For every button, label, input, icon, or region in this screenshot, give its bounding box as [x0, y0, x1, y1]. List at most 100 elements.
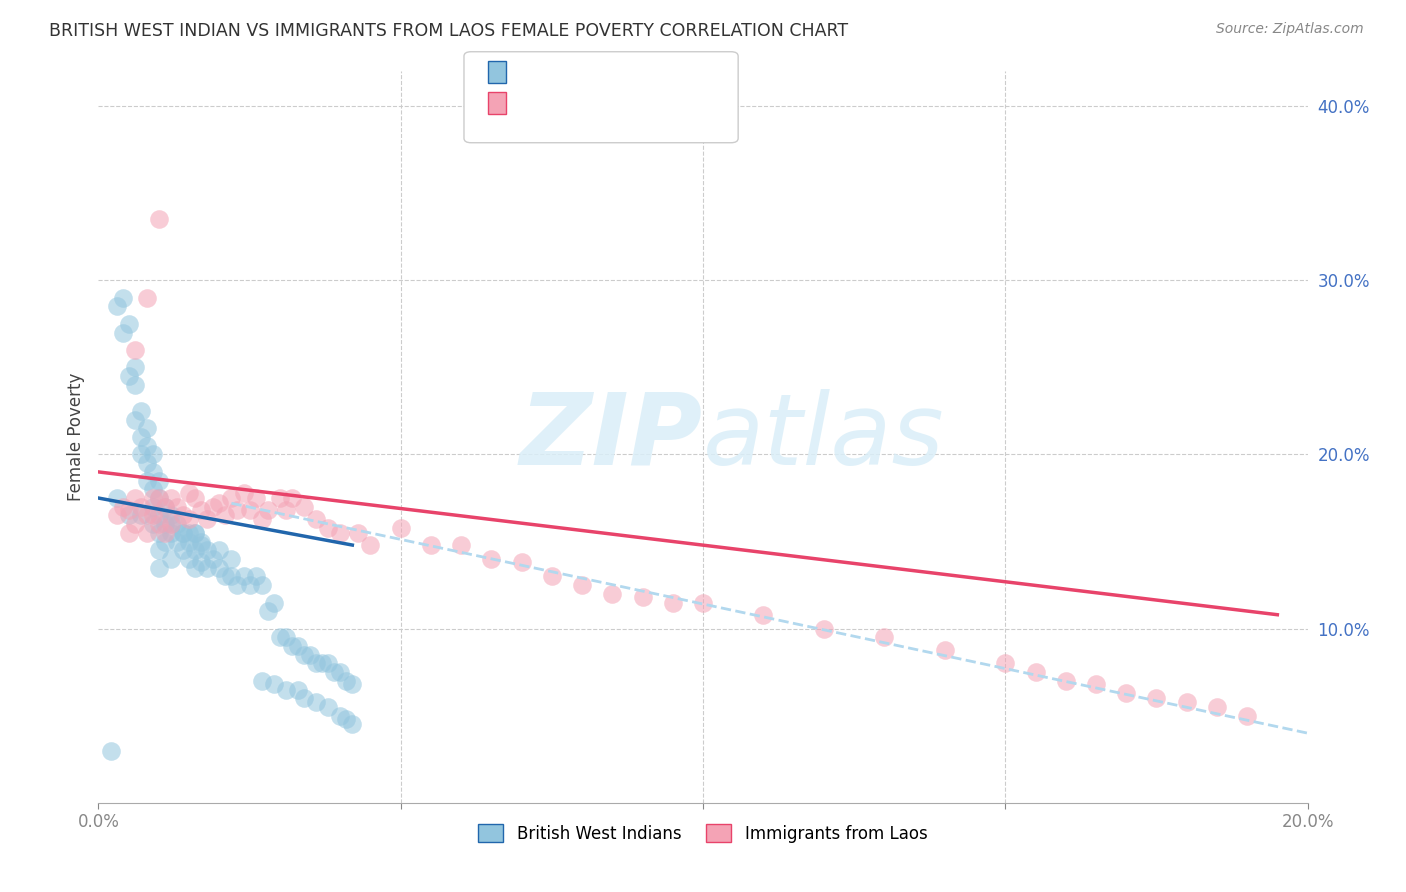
Point [135, 508, 157, 523]
Point [184, 525, 207, 540]
Point [172, 543, 194, 558]
Point [274, 503, 297, 517]
Point [250, 673, 273, 688]
Point [179, 534, 201, 549]
Point [631, 591, 654, 605]
Point [450, 538, 472, 552]
Point [172, 525, 194, 540]
Point [299, 648, 322, 662]
Point [179, 485, 201, 500]
Point [269, 631, 291, 645]
Point [287, 639, 309, 653]
Point [105, 300, 128, 314]
Point [274, 682, 297, 697]
Point [148, 508, 170, 523]
Point [142, 465, 165, 479]
Point [135, 291, 157, 305]
Text: ZIP: ZIP [520, 389, 703, 485]
Point [148, 560, 170, 574]
Point [481, 552, 503, 566]
Point [190, 534, 212, 549]
Point [129, 500, 152, 514]
Point [329, 665, 352, 680]
Point [129, 448, 152, 462]
Point [179, 525, 201, 540]
Point [1236, 708, 1258, 723]
Point [166, 534, 188, 549]
Point [153, 525, 176, 540]
Point [316, 657, 339, 671]
Text: R = −0.142   N = 89: R = −0.142 N = 89 [517, 62, 717, 81]
Point [160, 517, 183, 532]
Point [602, 587, 624, 601]
Point [142, 517, 165, 532]
Point [160, 517, 183, 532]
Point [142, 491, 165, 505]
Point [256, 503, 278, 517]
Point [1144, 691, 1167, 706]
Point [274, 631, 297, 645]
Point [316, 521, 339, 535]
Point [166, 517, 188, 532]
Point [148, 491, 170, 505]
Point [153, 534, 176, 549]
Point [292, 648, 315, 662]
Point [148, 491, 170, 505]
Point [142, 500, 165, 514]
Point [124, 360, 146, 375]
Point [420, 538, 443, 552]
Point [179, 512, 201, 526]
Point [111, 326, 134, 340]
Point [263, 677, 285, 691]
Point [342, 717, 364, 731]
Point [129, 508, 152, 523]
Point [124, 412, 146, 426]
Y-axis label: Female Poverty: Female Poverty [66, 373, 84, 501]
Text: BRITISH WEST INDIAN VS IMMIGRANTS FROM LAOS FEMALE POVERTY CORRELATION CHART: BRITISH WEST INDIAN VS IMMIGRANTS FROM L… [49, 22, 848, 40]
Point [184, 543, 207, 558]
Point [153, 500, 176, 514]
Point [208, 543, 231, 558]
Point [135, 474, 157, 488]
Point [221, 491, 243, 505]
Point [813, 622, 835, 636]
Point [214, 508, 236, 523]
Point [105, 508, 128, 523]
Point [389, 521, 412, 535]
Point [142, 508, 165, 523]
Point [540, 569, 562, 583]
Point [239, 503, 262, 517]
Point [160, 508, 183, 523]
Point [118, 525, 141, 540]
Point [329, 525, 352, 540]
Point [195, 512, 218, 526]
Point [166, 500, 188, 514]
Point [135, 421, 157, 435]
Legend: British West Indians, Immigrants from Laos: British West Indians, Immigrants from La… [472, 818, 934, 849]
Point [148, 517, 170, 532]
Point [335, 673, 357, 688]
Point [360, 538, 382, 552]
Point [100, 743, 122, 757]
Point [510, 556, 533, 570]
Point [160, 491, 183, 505]
Point [208, 560, 231, 574]
Point [316, 700, 339, 714]
Point [124, 491, 146, 505]
Point [124, 377, 146, 392]
Point [129, 404, 152, 418]
Point [160, 525, 183, 540]
Point [221, 569, 243, 583]
Point [105, 491, 128, 505]
Point [214, 569, 236, 583]
Point [305, 657, 328, 671]
Point [292, 691, 315, 706]
Point [184, 525, 207, 540]
Point [179, 552, 201, 566]
Point [184, 491, 207, 505]
Point [287, 682, 309, 697]
Point [1054, 673, 1077, 688]
Point [118, 508, 141, 523]
Point [245, 491, 267, 505]
Point [239, 578, 262, 592]
